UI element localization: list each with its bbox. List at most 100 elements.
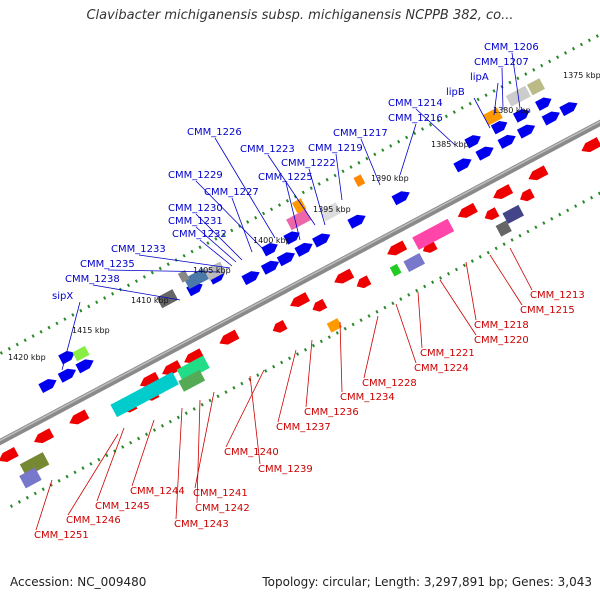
reverse-gene-shape — [422, 240, 438, 253]
scale-dot-upper — [436, 118, 440, 123]
reverse-gene — [33, 428, 55, 444]
reverse-gene — [457, 202, 478, 218]
scale-dot-upper — [214, 237, 218, 241]
reverse-gene — [69, 409, 90, 425]
gene-green-small — [389, 263, 402, 277]
scale-dot-upper — [476, 97, 480, 102]
scale-dot-lower — [303, 348, 308, 352]
gene-lightgreen — [72, 345, 90, 362]
scale-dot-upper — [508, 80, 512, 85]
forward-gene-shape — [535, 97, 552, 111]
leader-line-forward — [360, 138, 381, 186]
gene-label-forward: CMM_1231 — [168, 216, 223, 227]
scale-dot-upper — [389, 144, 393, 148]
reverse-gene — [356, 275, 372, 289]
reverse-gene-shape — [162, 360, 183, 376]
scale-dot-upper — [301, 190, 305, 195]
reverse-gene — [422, 240, 438, 253]
leader-line-forward — [195, 226, 237, 263]
accession-text: Accession: NC_009480 — [10, 575, 147, 589]
tick-label: 1405 kbp — [193, 266, 231, 275]
scale-dot-upper — [7, 346, 11, 351]
scale-dot-upper — [579, 42, 584, 47]
forward-gene — [490, 120, 508, 135]
scale-dot-lower — [200, 402, 204, 407]
tick-label: 1400 kbp — [253, 236, 291, 245]
scale-dot-lower — [391, 301, 395, 306]
scale-dot-lower — [129, 440, 133, 445]
gene-pink — [286, 209, 312, 231]
scale-dot-upper — [285, 199, 290, 203]
gene-orange — [326, 318, 343, 333]
forward-gene — [58, 351, 75, 365]
leader-line-forward — [138, 254, 231, 269]
scale-dot-lower — [494, 246, 498, 251]
scale-dot-upper — [246, 220, 250, 224]
scale-dot-lower — [558, 212, 562, 217]
scale-dot-upper — [111, 291, 115, 296]
tick-label: 1395 kbp — [313, 205, 351, 214]
leader-line-reverse — [96, 427, 125, 502]
scale-dot-upper — [532, 68, 536, 72]
scale-dot-upper — [254, 215, 258, 220]
backbone-highlight — [0, 120, 600, 442]
gene-khaki-shape — [526, 78, 545, 96]
tick-label: 1410 kbp — [131, 296, 169, 305]
gene-label-reverse: CMM_1251 — [34, 530, 89, 541]
scale-dot-lower — [415, 288, 419, 293]
scale-dot-upper — [341, 169, 345, 174]
reverse-gene — [290, 292, 311, 308]
scale-dot-lower — [311, 343, 316, 348]
leader-line-reverse — [465, 261, 477, 321]
scale-dot-upper — [71, 313, 75, 317]
scale-dot-upper — [484, 93, 488, 97]
scale-dot-upper — [134, 279, 139, 283]
forward-gene — [57, 368, 77, 383]
backbone-line — [0, 119, 600, 446]
gene-label-reverse: CMM_1241 — [193, 488, 248, 499]
scale-dot-upper — [222, 232, 226, 237]
gene-orange-small — [353, 174, 366, 187]
forward-gene-shape — [58, 351, 75, 365]
scale-dot-upper — [277, 203, 282, 207]
gene-darkgray — [495, 220, 512, 237]
forward-gene-shape — [391, 191, 410, 206]
forward-gene-shape — [497, 134, 516, 149]
reverse-gene-shape — [356, 275, 372, 289]
scale-dot-lower — [542, 221, 546, 225]
scale-dot-lower — [287, 356, 292, 361]
reverse-gene — [520, 188, 535, 202]
scale-dot-upper — [357, 161, 361, 165]
scale-dot-lower — [224, 390, 228, 394]
gene-lightgreen-shape — [72, 345, 90, 362]
reverse-gene-shape — [520, 188, 535, 202]
gene-label-forward: CMM_1219 — [308, 143, 363, 154]
leader-line-forward — [493, 82, 499, 116]
gene-olive-shape — [19, 452, 50, 477]
scale-dot-upper — [39, 330, 43, 334]
tick-label: 1390 kbp — [371, 174, 409, 183]
scale-dot-lower — [89, 462, 93, 466]
gene-lavender-shape — [19, 467, 42, 489]
scale-dot-lower — [518, 233, 522, 238]
forward-gene-shape — [453, 158, 472, 173]
forward-gene — [535, 97, 552, 111]
gene-orange — [483, 107, 503, 126]
gene-label-reverse: CMM_1236 — [304, 407, 359, 418]
gene-label-reverse: CMM_1240 — [224, 447, 279, 458]
scale-dot-lower — [17, 500, 21, 504]
scale-dot-lower — [486, 250, 490, 255]
scale-dot-upper — [516, 76, 520, 81]
gene-cyan — [110, 371, 179, 418]
gene-orange-shape — [291, 198, 307, 214]
gene-label-reverse: CMM_1243 — [174, 519, 229, 530]
scale-dot-lower — [335, 331, 339, 335]
scale-dot-lower — [168, 419, 172, 424]
scale-dot-upper — [333, 173, 337, 178]
scale-dot-lower — [9, 504, 14, 508]
gene-label-forward: CMM_1216 — [388, 113, 443, 124]
scale-dot-lower — [264, 369, 268, 373]
gene-label-forward: CMM_1233 — [111, 244, 166, 255]
scale-dot-lower — [431, 280, 435, 284]
scale-dot-lower — [446, 271, 451, 276]
